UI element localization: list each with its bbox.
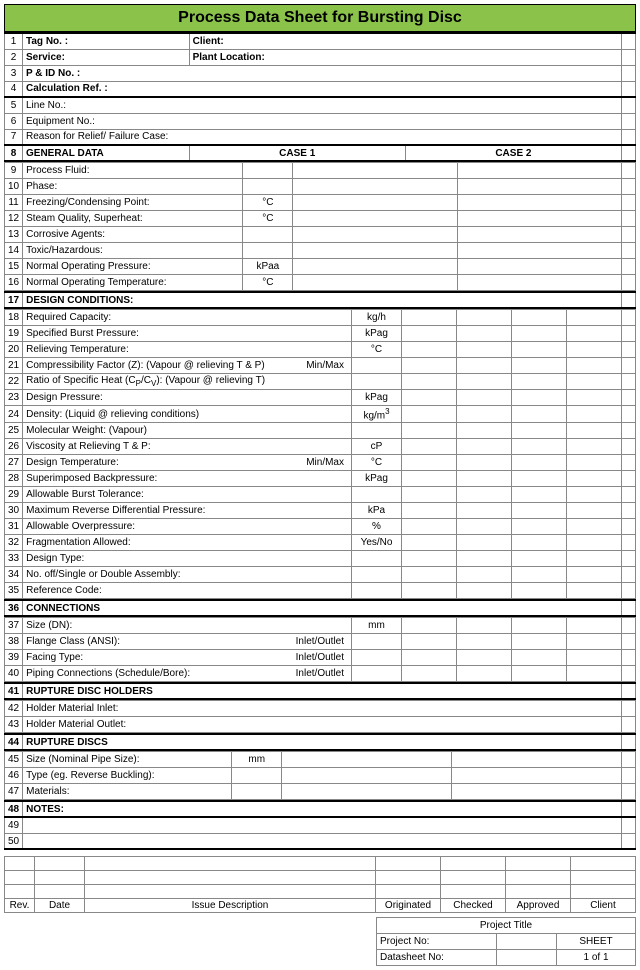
row-label: Normal Operating Pressure:: [23, 259, 243, 275]
row-label: Molecular Weight: (Vapour): [23, 423, 352, 439]
unit-cell: %: [352, 519, 402, 535]
row-label: Type (eg. Reverse Buckling):: [23, 768, 232, 784]
section-discs: RUPTURE DISCS: [23, 734, 622, 750]
unit-cell: °C: [243, 275, 293, 291]
unit-cell: [243, 163, 293, 179]
unit-cell: Yes/No: [352, 535, 402, 551]
client-label: Client:: [189, 33, 621, 49]
case2-header: CASE 2: [405, 145, 621, 161]
row-label: Ratio of Specific Heat (CP/CV): (Vapour …: [23, 374, 352, 390]
row-label: Facing Type:Inlet/Outlet: [23, 650, 352, 666]
row-label: Flange Class (ANSI):Inlet/Outlet: [23, 634, 352, 650]
row-label: Allowable Burst Tolerance:: [23, 487, 352, 503]
sheet-value: 1 of 1: [557, 950, 636, 966]
row-label: Maximum Reverse Differential Pressure:: [23, 503, 352, 519]
unit-cell: [232, 768, 282, 784]
row-label: Corrosive Agents:: [23, 227, 243, 243]
revision-table: Rev. Date Issue Description Originated C…: [4, 856, 636, 913]
sheet-label: SHEET: [557, 934, 636, 950]
row-label: Design Temperature:Min/Max: [23, 455, 352, 471]
row-label: Reference Code:: [23, 583, 352, 599]
row-label: Compressibility Factor (Z): (Vapour @ re…: [23, 358, 352, 374]
unit-cell: °C: [352, 455, 402, 471]
unit-cell: kPaa: [243, 259, 293, 275]
row-label: Process Fluid:: [23, 163, 243, 179]
unit-cell: kPa: [352, 503, 402, 519]
unit-cell: [352, 551, 402, 567]
row-label: Equipment No.:: [23, 113, 622, 129]
unit-cell: [352, 583, 402, 599]
unit-cell: kg/h: [352, 310, 402, 326]
section-general: GENERAL DATA: [23, 145, 190, 161]
row-label: Superimposed Backpressure:: [23, 471, 352, 487]
pid-label: P & ID No. :: [23, 65, 622, 81]
project-title: Project Title: [377, 918, 636, 934]
row-label: Materials:: [23, 784, 232, 800]
calcref-label: Calculation Ref. :: [23, 81, 622, 97]
section-design: DESIGN CONDITIONS:: [23, 292, 622, 308]
row-label: Size (Nominal Pipe Size):: [23, 752, 232, 768]
section-notes: NOTES:: [23, 801, 622, 817]
section-holders: RUPTURE DISC HOLDERS: [23, 683, 622, 699]
unit-cell: mm: [352, 618, 402, 634]
general-table: 9Process Fluid:10Phase:11Freezing/Conden…: [4, 162, 636, 291]
unit-cell: [352, 634, 402, 650]
row-label: Density: (Liquid @ relieving conditions): [23, 406, 352, 423]
row-label: Allowable Overpressure:: [23, 519, 352, 535]
case1-header: CASE 1: [189, 145, 405, 161]
row-label: Size (DN):: [23, 618, 352, 634]
section-connections: CONNECTIONS: [23, 600, 622, 616]
row-label: Piping Connections (Schedule/Bore):Inlet…: [23, 666, 352, 682]
row-num: 1: [5, 33, 23, 49]
row-label: Normal Operating Temperature:: [23, 275, 243, 291]
unit-cell: [352, 358, 402, 374]
rev-header: Rev.: [5, 899, 35, 913]
unit-cell: °C: [352, 342, 402, 358]
row-label: Specified Burst Pressure:: [23, 326, 352, 342]
service-label: Service:: [23, 49, 190, 65]
row-label: Viscosity at Relieving T & P:: [23, 439, 352, 455]
row-label: Fragmentation Allowed:: [23, 535, 352, 551]
plant-loc-label: Plant Location:: [189, 49, 621, 65]
unit-cell: °C: [243, 211, 293, 227]
unit-cell: kPag: [352, 390, 402, 406]
unit-cell: [352, 650, 402, 666]
unit-cell: cP: [352, 439, 402, 455]
project-no-label: Project No:: [377, 934, 497, 950]
unit-cell: [243, 243, 293, 259]
unit-cell: °C: [243, 195, 293, 211]
unit-cell: [352, 567, 402, 583]
unit-cell: kPag: [352, 471, 402, 487]
row-label: Holder Material Outlet:: [23, 717, 622, 733]
row-label: Phase:: [23, 179, 243, 195]
main-table: 1 Tag No. : Client: 2 Service: Plant Loc…: [4, 32, 636, 162]
unit-cell: [352, 423, 402, 439]
row-label: Relieving Temperature:: [23, 342, 352, 358]
unit-cell: [232, 784, 282, 800]
row-label: Required Capacity:: [23, 310, 352, 326]
tag-no-label: Tag No. :: [23, 33, 190, 49]
row-label: Reason for Relief/ Failure Case:: [23, 129, 622, 145]
page-title: Process Data Sheet for Bursting Disc: [4, 4, 636, 32]
unit-cell: [352, 666, 402, 682]
unit-cell: [243, 179, 293, 195]
unit-cell: [243, 227, 293, 243]
row-label: Steam Quality, Superheat:: [23, 211, 243, 227]
row-label: Freezing/Condensing Point:: [23, 195, 243, 211]
unit-cell: [352, 487, 402, 503]
unit-cell: mm: [232, 752, 282, 768]
unit-cell: [352, 374, 402, 390]
row-label: Design Pressure:: [23, 390, 352, 406]
unit-cell: kg/m3: [352, 406, 402, 423]
datasheet-no-label: Datasheet No:: [377, 950, 497, 966]
unit-cell: kPag: [352, 326, 402, 342]
row-label: Toxic/Hazardous:: [23, 243, 243, 259]
row-label: Line No.:: [23, 97, 622, 113]
row-label: Design Type:: [23, 551, 352, 567]
row-label: Holder Material Inlet:: [23, 701, 622, 717]
row-label: No. off/Single or Double Assembly:: [23, 567, 352, 583]
